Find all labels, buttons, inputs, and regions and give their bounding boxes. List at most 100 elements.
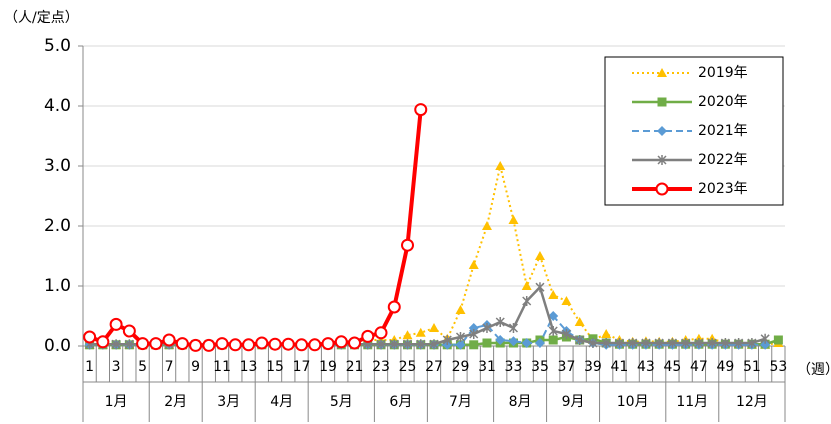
marker [149,337,163,351]
x-tick-label: 47 [690,359,708,375]
x-tick-label: 23 [372,359,390,375]
marker [508,215,519,224]
marker [760,333,770,344]
marker [215,337,229,351]
marker [681,338,691,348]
marker [455,305,466,314]
x-tick-label: 39 [584,359,602,375]
x-tick-label: 1 [85,359,94,375]
x-tick-label: 33 [505,359,523,375]
marker [614,338,624,348]
x-tick-label: 45 [664,359,682,375]
marker [401,238,415,252]
month-label: 2月 [164,394,187,410]
marker [136,337,150,351]
series-line [89,284,766,346]
x-tick-label: 3 [112,359,121,375]
marker [534,338,545,348]
month-label: 6月 [389,394,412,410]
marker [361,329,375,343]
marker [402,339,413,350]
marker [641,338,651,348]
series-line [89,314,766,346]
marker [455,332,466,342]
marker [376,339,386,350]
marker [469,329,479,339]
marker [720,338,730,348]
marker [416,339,426,350]
marker [561,296,572,305]
marker [601,338,611,348]
marker [575,335,585,345]
marker [654,338,664,348]
legend-marker [657,155,667,165]
marker [482,323,492,333]
marker [628,338,638,348]
x-tick-label: 7 [165,359,174,375]
marker [442,335,452,345]
marker [694,338,704,348]
marker [574,317,585,326]
marker [495,161,506,170]
marker [402,330,413,340]
month-label: 11月 [676,394,708,410]
marker [122,324,136,338]
month-label: 8月 [509,394,532,410]
marker [189,338,203,352]
month-label: 4月 [270,394,293,410]
x-tick-label: 51 [743,359,761,375]
marker [482,338,492,348]
marker [415,327,426,337]
month-label: 1月 [105,394,128,410]
x-tick-label: 15 [266,359,284,375]
marker [548,290,559,299]
x-tick-label: 41 [611,359,629,375]
y-tick-label: 4.0 [44,96,71,116]
x-tick-label: 13 [240,359,258,375]
marker [429,323,439,332]
x-tick-label: 37 [558,359,576,375]
marker [295,338,309,352]
legend-marker [655,182,669,196]
marker [109,317,123,331]
y-tick-label: 2.0 [44,216,71,236]
marker [734,338,744,348]
month-label: 12月 [736,394,768,410]
series [85,282,770,350]
marker [321,337,335,351]
marker [429,339,439,350]
legend-label: 2023年 [698,181,748,197]
marker [588,338,598,348]
marker [83,330,97,344]
marker [268,337,282,351]
legend-label: 2019年 [698,65,748,81]
x-tick-label: 21 [346,359,364,375]
marker [521,338,532,348]
marker [747,338,757,348]
marker [508,323,519,333]
marker [468,260,479,269]
marker [455,339,466,350]
marker [111,339,121,350]
x-tick-label: 53 [769,359,787,375]
marker [548,335,558,345]
marker [535,282,545,293]
marker [773,335,783,345]
marker [495,317,505,327]
marker [389,339,399,350]
marker [255,336,269,350]
x-tick-label: 43 [637,359,655,375]
marker [521,281,532,290]
month-label: 9月 [562,394,585,410]
legend-marker [657,126,667,136]
x-tick-label: 19 [319,359,337,375]
x-tick-label: 25 [399,359,417,375]
marker [495,335,506,345]
y-tick-label: 5.0 [44,36,71,56]
series-line [88,109,423,348]
y-tick-label: 1.0 [44,276,71,296]
x-tick-label: 17 [293,359,311,375]
marker [601,329,612,338]
y-tick-label: 3.0 [44,156,71,176]
